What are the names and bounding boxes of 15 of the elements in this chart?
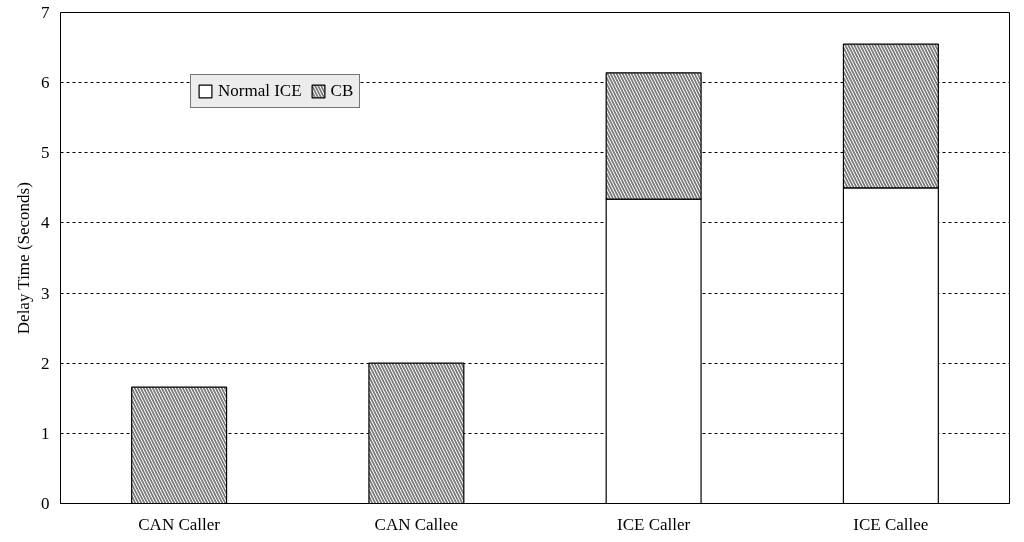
x-tick-label: CAN Callee bbox=[374, 514, 459, 534]
x-tick-label: ICE Callee bbox=[853, 514, 929, 534]
legend-label: Normal ICE bbox=[218, 81, 302, 101]
y-tick-label: 3 bbox=[41, 283, 50, 303]
x-tick-label: CAN Caller bbox=[138, 514, 221, 534]
legend-label: CB bbox=[330, 81, 354, 101]
y-tick-label: 7 bbox=[41, 3, 50, 22]
y-tick-label: 6 bbox=[41, 73, 50, 93]
x-tick-label: ICE Caller bbox=[617, 514, 691, 534]
y-tick-label: 2 bbox=[41, 353, 50, 373]
y-tick-label: 4 bbox=[41, 213, 50, 233]
y-tick-label: 5 bbox=[41, 143, 50, 163]
y-tick-label: 1 bbox=[41, 423, 50, 443]
y-axis-title: Delay Time (Seconds) bbox=[14, 182, 33, 335]
y-tick-label: 0 bbox=[41, 494, 50, 513]
